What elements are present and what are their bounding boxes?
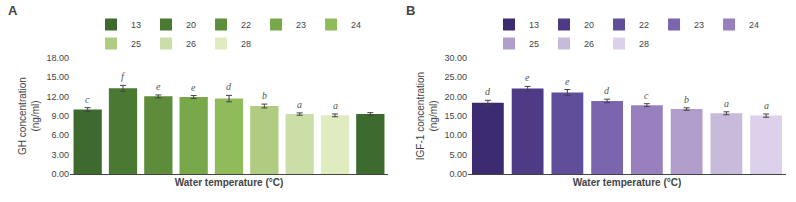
svg-text:26: 26	[584, 39, 594, 49]
svg-text:20: 20	[186, 20, 196, 30]
svg-text:a: a	[297, 99, 302, 110]
svg-text:a: a	[724, 98, 729, 109]
svg-text:b: b	[684, 94, 689, 105]
svg-text:25.00: 25.00	[444, 72, 467, 82]
svg-text:b: b	[262, 90, 267, 101]
svg-text:c: c	[85, 94, 90, 105]
svg-text:13: 13	[131, 20, 141, 30]
svg-text:f: f	[121, 71, 125, 82]
svg-text:Water temperature (°C): Water temperature (°C)	[175, 177, 284, 188]
svg-text:e: e	[191, 82, 196, 93]
svg-text:IGF-1 concentration(ng/ml): IGF-1 concentration(ng/ml)	[415, 72, 439, 160]
svg-text:23: 23	[694, 20, 704, 30]
svg-text:15.00: 15.00	[444, 111, 467, 121]
svg-text:0.00: 0.00	[51, 169, 69, 179]
svg-text:0.00: 0.00	[449, 169, 467, 179]
svg-text:c: c	[644, 90, 649, 101]
svg-text:9.00: 9.00	[51, 111, 69, 121]
svg-text:d: d	[226, 81, 232, 92]
svg-text:30.00: 30.00	[444, 53, 467, 63]
svg-text:B: B	[406, 3, 415, 18]
svg-text:23: 23	[296, 20, 306, 30]
svg-text:6.00: 6.00	[51, 130, 69, 140]
svg-text:10.00: 10.00	[444, 130, 467, 140]
svg-text:3.00: 3.00	[51, 150, 69, 160]
svg-text:GH concentration(ng/ml): GH concentration(ng/ml)	[17, 77, 41, 155]
svg-text:20.00: 20.00	[444, 92, 467, 102]
svg-text:18.00: 18.00	[46, 53, 69, 63]
svg-text:e: e	[156, 81, 161, 92]
svg-text:25: 25	[131, 39, 141, 49]
svg-text:28: 28	[241, 39, 251, 49]
svg-text:24: 24	[351, 20, 361, 30]
svg-text:a: a	[333, 100, 338, 111]
svg-text:Water temperature (°C): Water temperature (°C)	[573, 177, 682, 188]
svg-text:20: 20	[584, 20, 594, 30]
svg-text:26: 26	[186, 39, 196, 49]
svg-text:d: d	[604, 85, 610, 96]
svg-text:d: d	[485, 86, 491, 97]
svg-text:5.00: 5.00	[449, 150, 467, 160]
svg-text:A: A	[8, 3, 18, 18]
svg-text:a: a	[764, 100, 769, 111]
svg-text:22: 22	[639, 20, 649, 30]
svg-text:13: 13	[529, 20, 539, 30]
svg-text:15.00: 15.00	[46, 72, 69, 82]
svg-text:e: e	[565, 76, 570, 87]
svg-text:22: 22	[241, 20, 251, 30]
svg-text:25: 25	[529, 39, 539, 49]
svg-text:e: e	[525, 72, 530, 83]
svg-text:28: 28	[639, 39, 649, 49]
svg-text:24: 24	[749, 20, 759, 30]
svg-text:12.00: 12.00	[46, 92, 69, 102]
